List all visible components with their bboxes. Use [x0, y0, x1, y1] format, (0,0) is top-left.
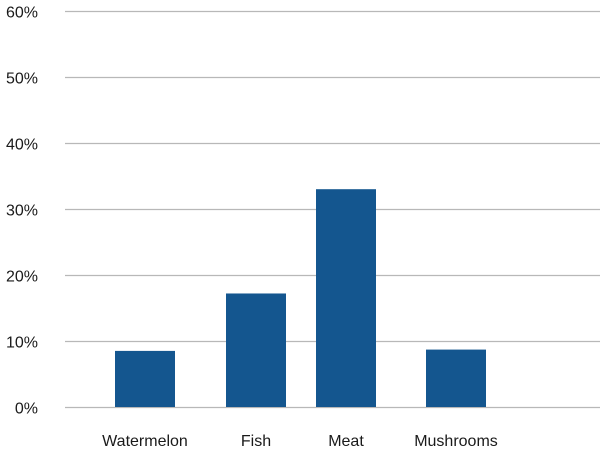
- x-category-label: Mushrooms: [414, 433, 498, 450]
- x-axis-category-labels: Watermelon Fish Meat Mushrooms: [102, 433, 498, 450]
- y-tick-label: 60%: [6, 5, 38, 22]
- y-tick-label: 50%: [6, 71, 38, 88]
- x-category-label: Meat: [328, 433, 364, 450]
- y-tick-label: 40%: [6, 137, 38, 154]
- bar-mushrooms: [426, 349, 486, 407]
- bar-watermelon: [115, 350, 175, 407]
- x-category-label: Fish: [241, 433, 271, 450]
- y-tick-label: 10%: [6, 335, 38, 352]
- x-category-label: Watermelon: [102, 433, 188, 450]
- bar-fish: [226, 293, 286, 407]
- y-axis-tick-labels: 0% 10% 20% 30% 40% 50% 60%: [6, 5, 38, 418]
- bars: [115, 189, 486, 407]
- y-tick-label: 30%: [6, 203, 38, 220]
- y-tick-label: 0%: [15, 401, 38, 418]
- bar-meat: [316, 189, 376, 407]
- y-tick-label: 20%: [6, 269, 38, 286]
